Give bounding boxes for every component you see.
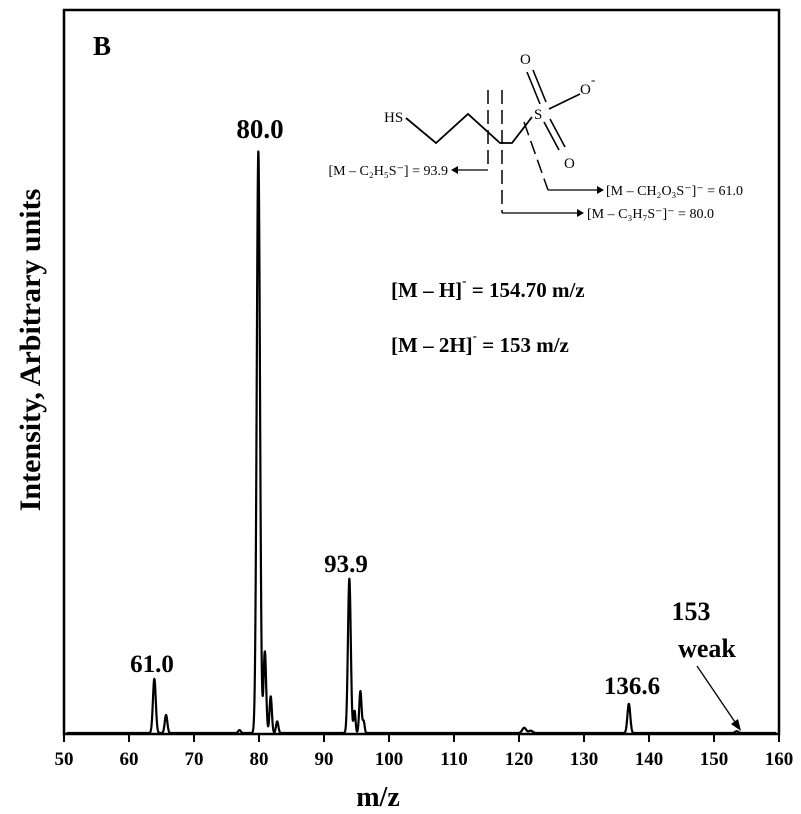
peak-label: 61.0: [130, 651, 174, 678]
x-axis-ticks: 50 60 70 80 90 100 110 120 130 140 150 160: [55, 734, 794, 770]
x-axis-label: m/z: [356, 782, 400, 813]
atom-hs: HS: [384, 110, 403, 126]
weak-peak-label-weak: weak: [678, 634, 736, 663]
fragment-c2h5s-label: [M – C₂H₅S⁻] = 93.9: [328, 164, 448, 179]
x-tick-label: 140: [635, 749, 664, 770]
atom-o-bottom: O: [564, 156, 575, 172]
x-tick-label: 60: [120, 749, 139, 770]
spectrum-trace: [65, 150, 778, 735]
x-tick-label: 130: [570, 749, 599, 770]
y-axis-label: Intensity, Arbitrary units: [14, 189, 47, 512]
peak-labels: 61.0 80.0 93.9 136.6: [130, 114, 660, 700]
ion-info: [M – H]- = 154.70 m/z [M – 2H]- = 153 m/…: [391, 273, 585, 357]
x-tick-label: 160: [765, 749, 794, 770]
cleavage-line-ch2o3s: [523, 121, 549, 191]
ion-info-line1-sup: -: [462, 273, 466, 288]
x-tick-label: 80: [250, 749, 269, 770]
bond-s-o-top-b: [532, 69, 547, 103]
arrow-c3h7s-head: [577, 209, 584, 217]
ion-info-line2: [M – 2H]- = 153 m/z: [391, 328, 569, 357]
bond-s-o-bottom-a: [543, 121, 560, 151]
x-tick-label: 150: [700, 749, 729, 770]
fragment-ch2o3s-label: [M – CH₂O₃S⁻]⁻ = 61.0: [606, 184, 743, 199]
peak-label: 93.9: [324, 551, 368, 578]
chemical-structure: HS S O O O - [M – C₂H₅S⁻] = 93.9 [M – CH…: [328, 52, 743, 222]
panel-label: B: [93, 31, 111, 61]
atom-o-minus: O: [580, 82, 591, 98]
fragment-c3h7s-label: [M – C₃H₇S⁻]⁻ = 80.0: [587, 207, 714, 222]
ion-info-line1-rest: = 154.70 m/z: [467, 278, 585, 302]
charge-sign: -: [591, 72, 595, 87]
x-tick-label: 120: [505, 749, 534, 770]
weak-peak-arrow-line: [696, 665, 738, 726]
bond-s-o-minus: [548, 93, 581, 110]
peak-label: 136.6: [604, 673, 660, 700]
bond-s-o-bottom-b: [549, 118, 566, 148]
ion-info-line2-main: [M – 2H]: [391, 333, 473, 357]
x-tick-label: 70: [185, 749, 204, 770]
arrow-c2h5s-head: [451, 166, 458, 174]
arrow-ch2o3s-head: [597, 186, 604, 194]
weak-peak-label-mz: 153: [672, 597, 711, 626]
x-tick-label: 50: [55, 749, 74, 770]
carbon-chain: [405, 112, 533, 145]
atom-o-top: O: [520, 52, 531, 68]
x-tick-label: 90: [315, 749, 334, 770]
bond-s-o-top-a: [526, 71, 541, 105]
atom-s: S: [534, 107, 542, 123]
weak-peak-annotation: 153 weak: [672, 597, 741, 731]
peak-label: 80.0: [236, 114, 283, 144]
ion-info-line1-main: [M – H]: [391, 278, 462, 302]
weak-peak-arrowhead: [731, 719, 741, 731]
x-tick-label: 100: [375, 749, 404, 770]
ion-info-line2-sup: -: [473, 328, 477, 343]
ion-info-line2-rest: = 153 m/z: [477, 333, 569, 357]
x-tick-label: 110: [440, 749, 467, 770]
ion-info-line1: [M – H]- = 154.70 m/z: [391, 273, 585, 302]
